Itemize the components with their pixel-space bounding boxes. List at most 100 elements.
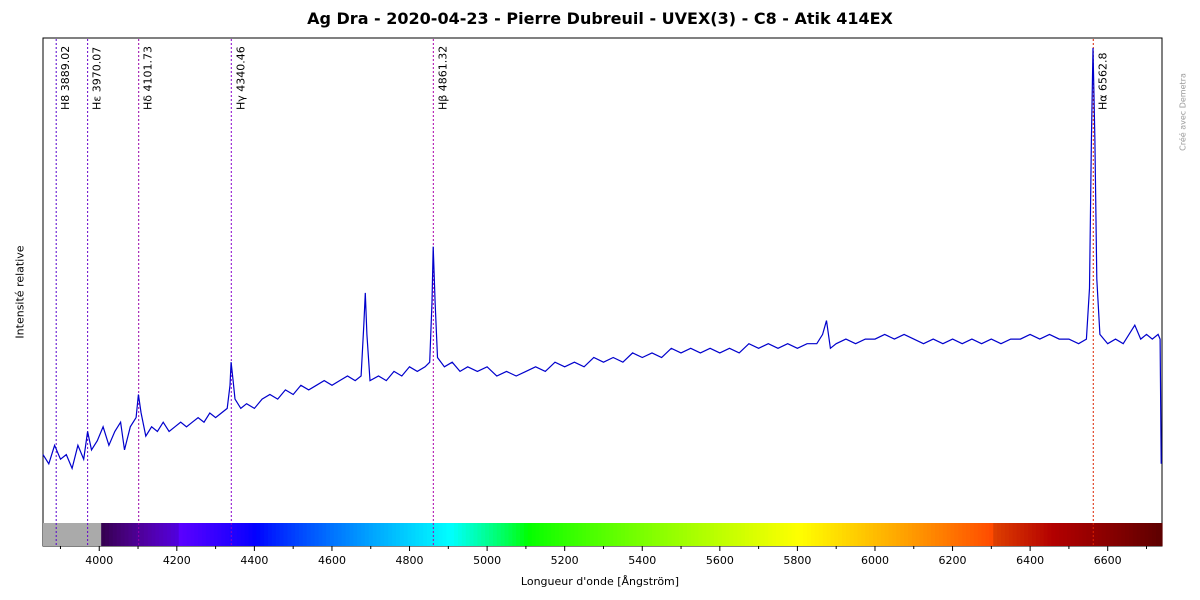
strip-cell <box>725 523 731 546</box>
strip-cell <box>384 523 389 546</box>
strip-cell <box>508 523 513 546</box>
strip-cell <box>752 523 758 546</box>
strip-cell <box>209 523 215 546</box>
strip-cell <box>178 523 184 546</box>
strip-cell <box>419 523 424 546</box>
strip-cell <box>202 523 207 546</box>
strip-cell <box>469 523 475 546</box>
strip-cell <box>1051 523 1056 546</box>
strip-cell <box>807 523 812 546</box>
strip-cell <box>50 523 56 546</box>
strip-cell <box>353 523 358 546</box>
strip-cell <box>291 523 296 546</box>
strip-cell <box>198 523 203 546</box>
strip-cell <box>527 523 533 546</box>
strip-cell <box>295 523 300 546</box>
strip-cell <box>1020 523 1025 546</box>
strip-cell <box>1066 523 1072 546</box>
strip-cell <box>570 523 575 546</box>
strip-cell <box>116 523 122 546</box>
strip-cell <box>318 523 323 546</box>
strip-cell <box>426 523 432 546</box>
x-tick-label: 6000 <box>861 554 889 567</box>
strip-cell <box>640 523 645 546</box>
strip-cell <box>675 523 680 546</box>
strip-cell <box>458 523 463 546</box>
strip-cell <box>1074 523 1080 546</box>
strip-cell <box>620 523 626 546</box>
strip-cell <box>970 523 975 546</box>
strip-cell <box>686 523 692 546</box>
strip-cell <box>814 523 820 546</box>
strip-cell <box>236 523 242 546</box>
strip-cell <box>1055 523 1060 546</box>
strip-cell <box>264 523 269 546</box>
x-tick-label: 4600 <box>318 554 346 567</box>
strip-cell <box>531 523 537 546</box>
strip-cell <box>287 523 292 546</box>
strip-cell <box>667 523 672 546</box>
strip-cell <box>826 523 831 546</box>
strip-cell <box>163 523 168 546</box>
strip-cell <box>1136 523 1142 546</box>
strip-cell <box>167 523 172 546</box>
strip-cell <box>698 523 703 546</box>
strip-cell <box>77 523 83 546</box>
strip-cell <box>1094 523 1099 546</box>
strip-cell <box>310 523 316 546</box>
strip-cell <box>302 523 308 546</box>
strip-cell <box>1090 523 1095 546</box>
strip-cell <box>772 523 777 546</box>
strip-cell <box>997 523 1002 546</box>
strip-cell <box>240 523 246 546</box>
strip-cell <box>644 523 649 546</box>
strip-cell <box>190 523 195 546</box>
strip-cell <box>81 523 87 546</box>
strip-cell <box>1078 523 1084 546</box>
strip-cell <box>729 523 735 546</box>
strip-cell <box>1101 523 1107 546</box>
strip-cell <box>159 523 164 546</box>
strip-cell <box>938 523 944 546</box>
strip-cell <box>279 523 285 546</box>
strip-cell <box>438 523 444 546</box>
strip-cell <box>935 523 940 546</box>
strip-cell <box>124 523 129 546</box>
strip-cell <box>1032 523 1037 546</box>
strip-cell <box>368 523 374 546</box>
strip-cell <box>477 523 482 546</box>
strip-cell <box>298 523 304 546</box>
strip-cell <box>54 523 60 546</box>
strip-cell <box>407 523 413 546</box>
strip-cell <box>523 523 529 546</box>
strip-cell <box>911 523 917 546</box>
strip-cell <box>229 523 234 546</box>
strip-cell <box>361 523 366 546</box>
strip-cell <box>884 523 890 546</box>
strip-cell <box>787 523 793 546</box>
strip-cell <box>256 523 261 546</box>
strip-cell <box>822 523 828 546</box>
strip-cell <box>954 523 959 546</box>
strip-cell <box>574 523 579 546</box>
strip-cell <box>364 523 370 546</box>
strip-cell <box>454 523 459 546</box>
strip-cell <box>679 523 684 546</box>
strip-cell <box>446 523 451 546</box>
strip-cell <box>597 523 603 546</box>
strip-cell <box>586 523 591 546</box>
strip-cell <box>562 523 568 546</box>
strip-cell <box>783 523 789 546</box>
color-strip <box>43 523 1163 546</box>
strip-cell <box>989 523 994 546</box>
strip-cell <box>981 523 987 546</box>
strip-cell <box>702 523 707 546</box>
strip-cell <box>873 523 878 546</box>
strip-cell <box>942 523 948 546</box>
strip-cell <box>271 523 277 546</box>
strip-cell <box>283 523 288 546</box>
strip-cell <box>714 523 719 546</box>
strip-cell <box>799 523 804 546</box>
strip-cell <box>376 523 382 546</box>
strip-cell <box>745 523 750 546</box>
